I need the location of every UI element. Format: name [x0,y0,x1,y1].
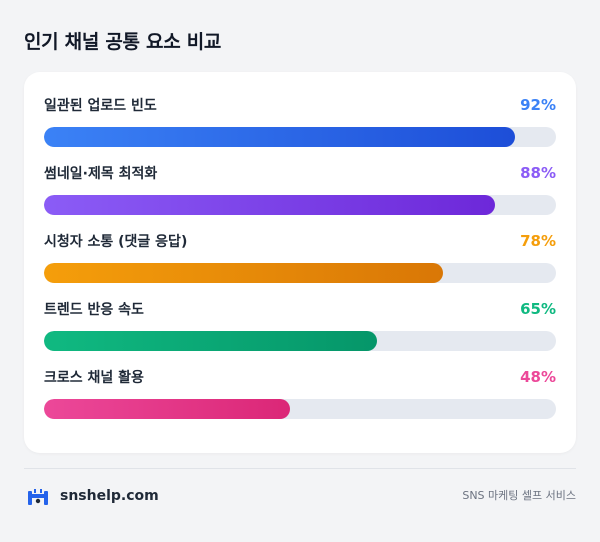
snshelp-logo-icon [28,489,48,505]
bar-label: 시청자 소통 (댓글 응답) [44,234,188,250]
bar-fill [44,127,516,147]
bar-value-label: 92% [520,96,556,114]
bar-row: 크로스 채널 활용 48% [44,368,556,420]
bar-fill [44,263,444,283]
bar-row: 트렌드 반응 속도 65% [44,300,556,352]
bar-label: 일관된 업로드 빈도 [44,98,157,114]
bar-fill [44,331,377,351]
bar-track [44,331,556,351]
bar-row: 썸네일·제목 최적화 88% [44,164,556,216]
page-title: 인기 채널 공통 요소 비교 [24,31,222,53]
bar-fill [44,195,495,215]
bar-track [44,399,556,419]
bar-row: 시청자 소통 (댓글 응답) 78% [44,232,556,284]
bar-track [44,263,556,283]
footer-divider [24,468,576,469]
bar-label: 크로스 채널 활용 [44,370,144,386]
bar-value-label: 48% [520,368,556,386]
bar-track [44,195,556,215]
bar-value-label: 78% [520,232,556,250]
bar-value-label: 65% [520,300,556,318]
bar-value-label: 88% [520,164,556,182]
bar-row: 일관된 업로드 빈도 92% [44,96,556,148]
chart-card: 일관된 업로드 빈도 92% 썸네일·제목 최적화 88% 시청자 소통 (댓글… [24,72,576,453]
bar-label: 썸네일·제목 최적화 [44,166,158,182]
bar-fill [44,399,290,419]
bar-track [44,127,556,147]
bar-label: 트렌드 반응 속도 [44,302,144,318]
footer-brand[interactable]: snshelp.com [60,488,159,504]
footer-tagline: SNS 마케팅 셀프 서비스 [462,489,576,502]
